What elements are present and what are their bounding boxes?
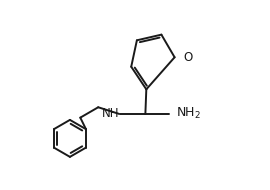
Text: NH: NH [102, 107, 120, 120]
Text: NH$_2$: NH$_2$ [177, 106, 201, 121]
Text: O: O [183, 51, 192, 64]
